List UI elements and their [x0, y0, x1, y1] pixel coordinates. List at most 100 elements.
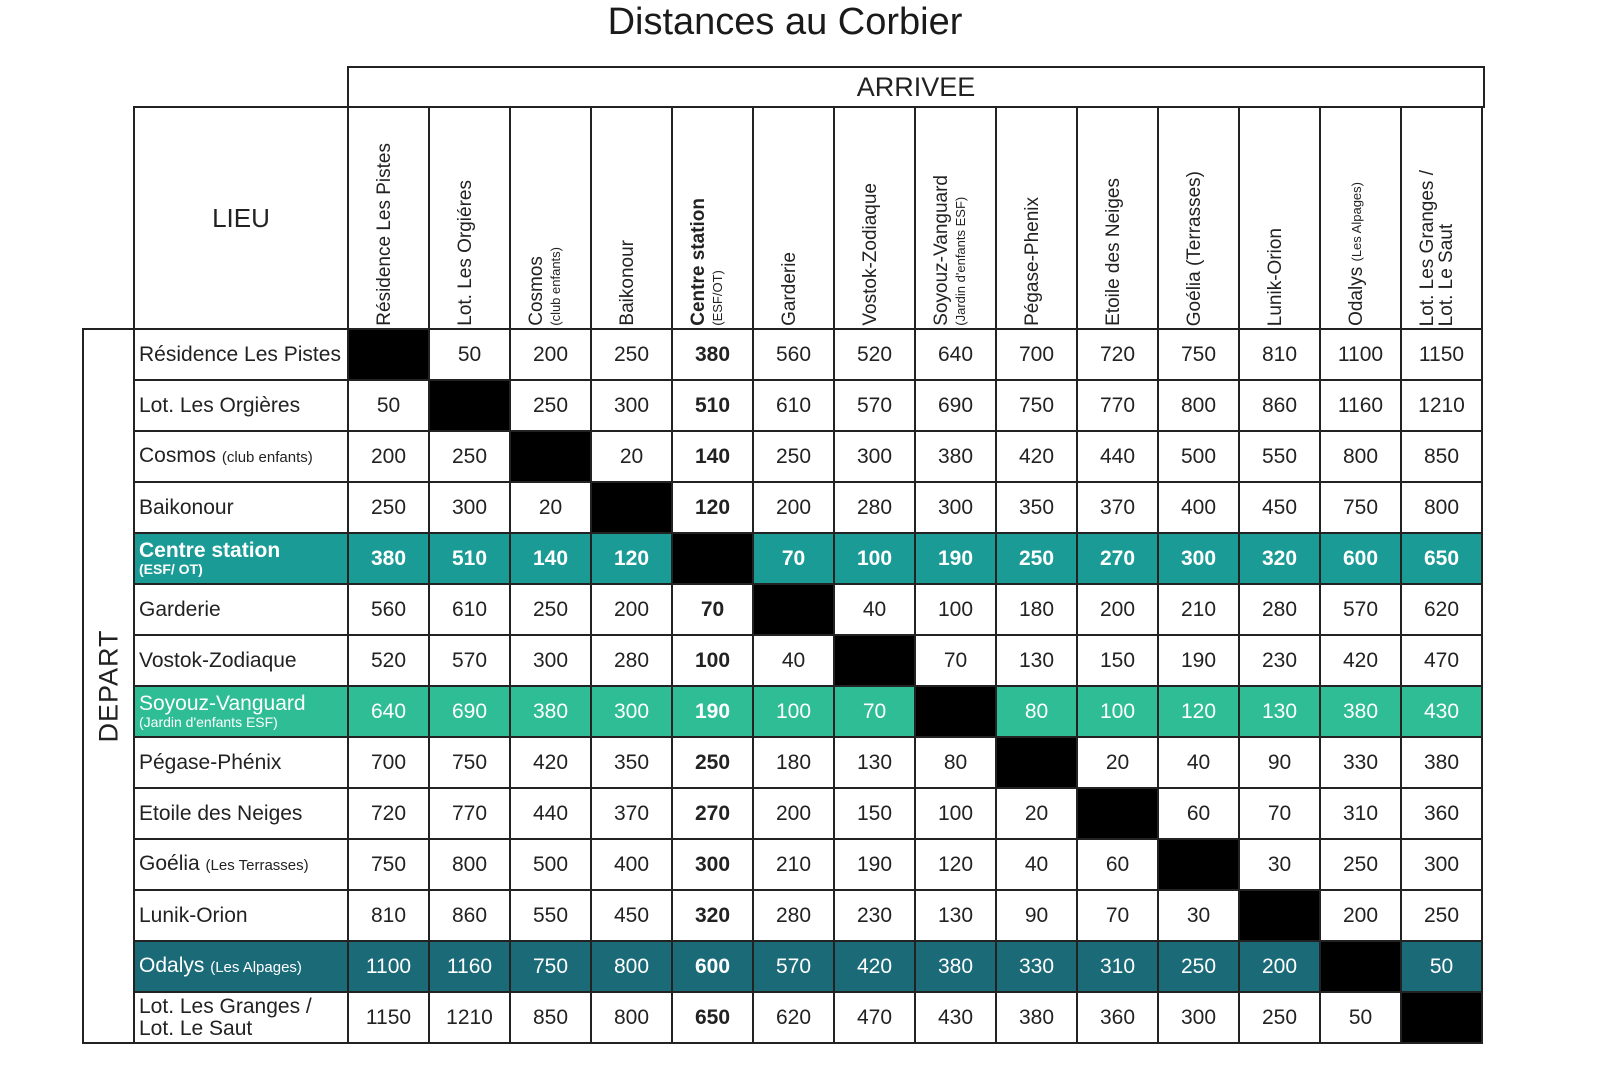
- distance-cell: 70: [833, 685, 916, 738]
- distance-cell: 80: [914, 736, 997, 789]
- column-header-main: Soyouz-Vanguard: [931, 175, 952, 326]
- row-label-main: Centre station: [139, 539, 281, 562]
- distance-cell: 40: [995, 838, 1078, 891]
- column-header-main: Garderie: [779, 252, 800, 326]
- distance-cell: 550: [1238, 430, 1321, 483]
- distance-cell: 430: [914, 991, 997, 1044]
- distance-cell: 420: [995, 430, 1078, 483]
- distance-cell: 450: [590, 889, 673, 942]
- diagonal-cell: [671, 532, 754, 585]
- distance-cell: 300: [509, 634, 592, 687]
- distance-cell: 70: [1076, 889, 1159, 942]
- distance-cell: 650: [1400, 532, 1483, 585]
- distance-cell: 850: [1400, 430, 1483, 483]
- row-label-sub: (ESF/ OT): [139, 561, 203, 577]
- distance-cell: 20: [590, 430, 673, 483]
- column-header-text: Centre station (ESF/OT): [688, 198, 727, 326]
- distance-cell: 380: [347, 532, 430, 585]
- table-row: Baikonour 250 300 20 120 200 280 300 350 370 400 45…: [133, 481, 1483, 534]
- distance-cell: 190: [671, 685, 754, 738]
- row-label-main: Etoile des Neiges: [139, 801, 303, 825]
- distance-cell: 200: [752, 481, 835, 534]
- column-header-text: Odalys (Les Alpages): [1346, 182, 1367, 326]
- distance-cell: 500: [509, 838, 592, 891]
- row-label: Résidence Les Pistes: [133, 328, 349, 381]
- distance-cell: 380: [671, 328, 754, 381]
- diagonal-cell: [1076, 787, 1159, 840]
- distance-cell: 250: [1238, 991, 1321, 1044]
- column-header-main: Etoile des Neiges: [1103, 178, 1124, 326]
- distance-cell: 770: [428, 787, 511, 840]
- distance-cell: 600: [671, 940, 754, 993]
- distance-cell: 350: [590, 736, 673, 789]
- column-header: Résidence Les Pistes: [347, 106, 430, 330]
- distance-cell: 470: [1400, 634, 1483, 687]
- distance-cell: 200: [347, 430, 430, 483]
- column-header: Baikonour: [590, 106, 673, 330]
- diagonal-cell: [347, 328, 430, 381]
- distance-cell: 270: [671, 787, 754, 840]
- distance-cell: 200: [590, 583, 673, 636]
- column-header: Vostok-Zodiaque: [833, 106, 916, 330]
- column-header-main: Centre station: [688, 198, 709, 326]
- distance-cell: 250: [1157, 940, 1240, 993]
- distance-cell: 40: [833, 583, 916, 636]
- distance-cell: 570: [428, 634, 511, 687]
- distance-cell: 800: [590, 991, 673, 1044]
- distance-cell: 200: [1076, 583, 1159, 636]
- distance-cell: 550: [509, 889, 592, 942]
- distance-cell: 190: [1157, 634, 1240, 687]
- distance-cell: 690: [914, 379, 997, 432]
- table-body: Résidence Les Pistes 50 200 250 380 560 520 640…: [133, 328, 1483, 1044]
- distance-cell: 470: [833, 991, 916, 1044]
- diagonal-cell: [1238, 889, 1321, 942]
- diagonal-cell: [1319, 940, 1402, 993]
- distance-cell: 350: [995, 481, 1078, 534]
- distance-cell: 810: [347, 889, 430, 942]
- distance-cell: 370: [1076, 481, 1159, 534]
- row-label-sub: (Les Terrasses): [205, 856, 309, 874]
- row-label-sub: (Les Alpages): [210, 958, 302, 976]
- row-label: Lunik-Orion: [133, 889, 349, 942]
- table-row: Lot. Les Granges / Lot. Le Saut 1150 1210 85…: [133, 991, 1483, 1044]
- distance-cell: 100: [1076, 685, 1159, 738]
- distance-cell: 200: [1319, 889, 1402, 942]
- depart-label: DEPART: [93, 629, 123, 743]
- distance-cell: 650: [671, 991, 754, 1044]
- distance-cell: 250: [671, 736, 754, 789]
- distance-cell: 1150: [1400, 328, 1483, 381]
- distance-cell: 250: [509, 379, 592, 432]
- table-row: Centre station (ESF/ OT) 380 510 140 120 70 100…: [133, 532, 1483, 585]
- distance-cell: 80: [995, 685, 1078, 738]
- distance-cell: 430: [1400, 685, 1483, 738]
- row-label-main: Odalys: [139, 953, 205, 977]
- header-row: LIEU Résidence Les Pistes Lot. Les Orgiér…: [133, 106, 1483, 330]
- distance-cell: 750: [428, 736, 511, 789]
- row-label: Lot. Les Granges / Lot. Le Saut: [133, 991, 349, 1044]
- lieu-header: LIEU: [133, 106, 349, 330]
- diagonal-cell: [833, 634, 916, 687]
- row-label: Odalys (Les Alpages): [133, 940, 349, 993]
- distance-cell: 100: [752, 685, 835, 738]
- row-label-main: Garderie: [139, 597, 221, 621]
- distance-cell: 1100: [1319, 328, 1402, 381]
- column-header-main: Résidence Les Pistes: [374, 143, 395, 326]
- distance-cell: 750: [995, 379, 1078, 432]
- distance-cell: 810: [1238, 328, 1321, 381]
- distance-cell: 560: [752, 328, 835, 381]
- distance-cell: 510: [671, 379, 754, 432]
- row-label: Pégase-Phénix: [133, 736, 349, 789]
- column-header-sub: (club enfants): [548, 247, 563, 326]
- distance-cell: 250: [1400, 889, 1483, 942]
- table-row: Lot. Les Orgières 50 250 300 510 610 570 690 750…: [133, 379, 1483, 432]
- column-header: Soyouz-Vanguard (Jardin d'enfants ESF): [914, 106, 997, 330]
- column-header: Pégase-Phenix: [995, 106, 1078, 330]
- distance-cell: 250: [347, 481, 430, 534]
- distance-cell: 210: [752, 838, 835, 891]
- distance-cell: 250: [590, 328, 673, 381]
- distance-cell: 300: [1157, 991, 1240, 1044]
- distance-cell: 30: [1157, 889, 1240, 942]
- distance-cell: 330: [995, 940, 1078, 993]
- distance-cell: 300: [1157, 532, 1240, 585]
- distance-cell: 90: [1238, 736, 1321, 789]
